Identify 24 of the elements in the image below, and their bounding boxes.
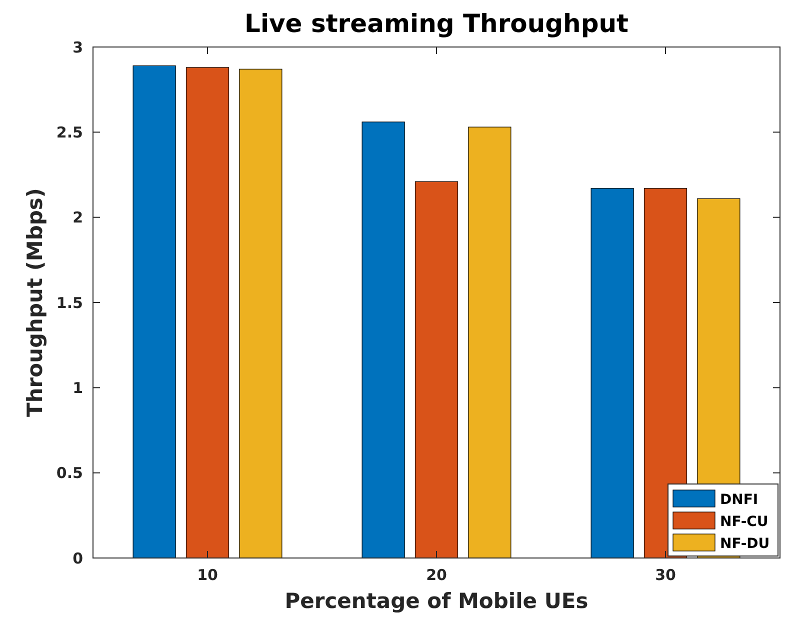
bar — [186, 67, 230, 558]
legend-label: NF-DU — [720, 536, 770, 552]
bar — [362, 122, 405, 558]
bar — [132, 65, 176, 558]
y-tick-label: 0 — [72, 549, 83, 568]
x-tick-label: 20 — [426, 566, 447, 584]
y-axis-title: Throughput (Mbps) — [23, 188, 47, 417]
chart-title: Live streaming Throughput — [244, 9, 629, 38]
bar — [590, 188, 634, 558]
y-tick-label: 1 — [72, 378, 83, 397]
x-tick-label: 10 — [197, 566, 218, 584]
bar — [239, 68, 282, 558]
y-tick-label: 0.5 — [56, 464, 83, 482]
x-tick-label: 30 — [655, 566, 676, 584]
y-tick-label: 2.5 — [56, 123, 83, 142]
legend-label: NF-CU — [720, 514, 768, 530]
bar — [468, 126, 512, 558]
y-tick-label: 3 — [72, 38, 83, 56]
bar — [414, 181, 458, 558]
legend-label: DNFI — [720, 492, 758, 508]
y-tick-label: 2 — [72, 208, 83, 227]
x-axis-title: Percentage of Mobile UEs — [284, 589, 588, 613]
y-tick-label: 1.5 — [56, 294, 83, 312]
bar — [644, 188, 688, 558]
